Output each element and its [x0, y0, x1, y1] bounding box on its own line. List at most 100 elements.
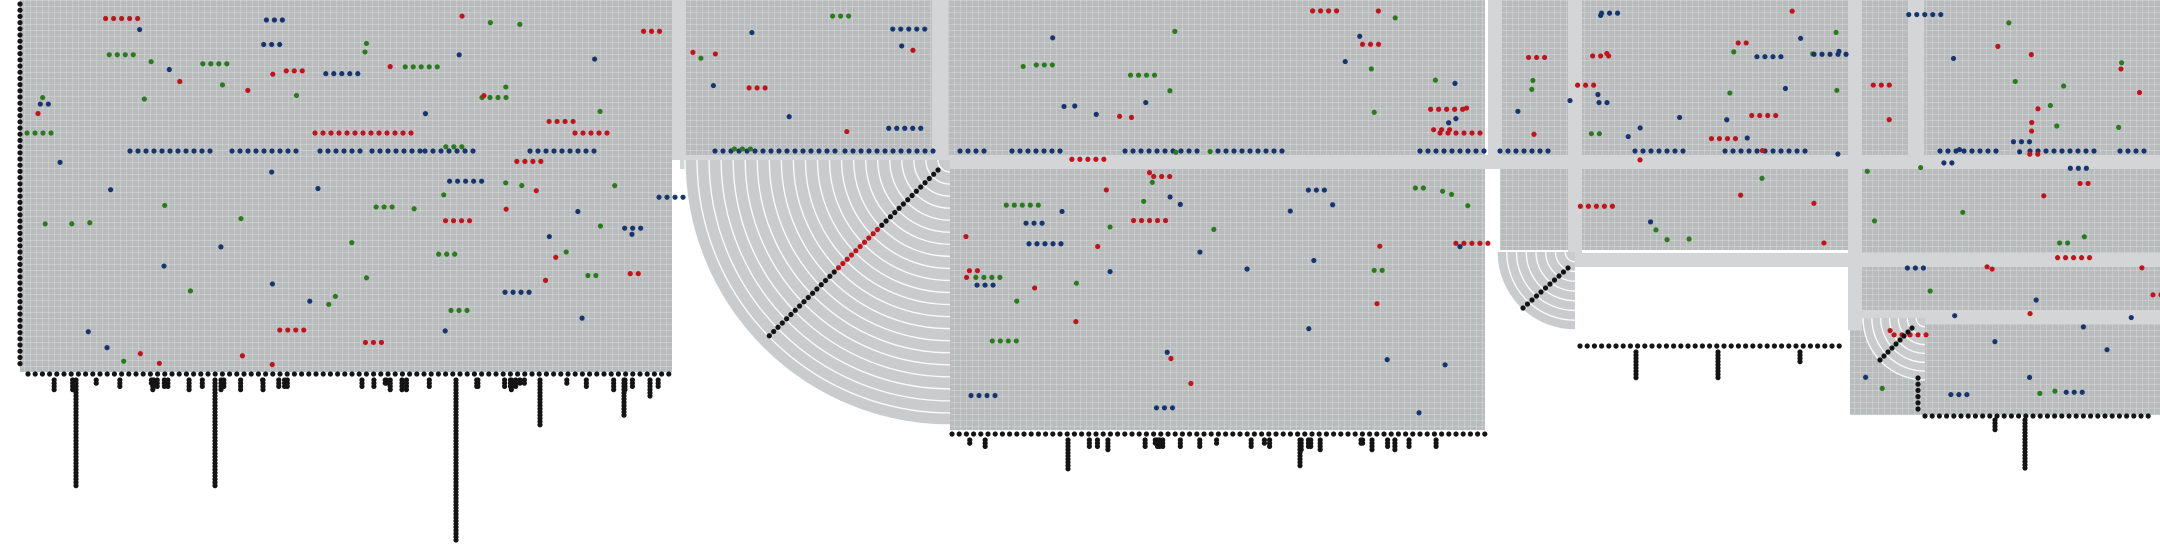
seat-green — [1927, 288, 1933, 294]
seat-red — [2085, 180, 2091, 187]
seat-green — [293, 92, 300, 99]
seat-blue — [2018, 139, 2025, 145]
seat-black — [564, 380, 570, 386]
seat-red — [293, 327, 299, 333]
seat-black — [2052, 413, 2058, 419]
arc-ring — [816, 159, 951, 294]
seat-black — [1699, 343, 1705, 349]
seat-blue — [1306, 326, 1312, 332]
seat-black — [1197, 443, 1203, 449]
seat-red — [481, 93, 487, 99]
seat-green — [349, 240, 355, 246]
seat-blue — [1920, 265, 1926, 271]
seat-blue — [559, 148, 565, 154]
seat-green — [40, 94, 46, 101]
seat-black — [17, 57, 23, 63]
seat-green — [1879, 385, 1885, 392]
seat-red — [370, 339, 377, 346]
seat-diagonal — [1877, 357, 1883, 363]
seat-black — [2008, 413, 2014, 419]
seat-red — [177, 78, 183, 85]
seat-blue — [1017, 148, 1023, 154]
seat-black — [1367, 431, 1373, 437]
seat-blue — [2075, 165, 2081, 171]
seat-blue — [1632, 148, 1638, 154]
seat-red — [459, 13, 465, 19]
arc-ring — [684, 159, 951, 426]
seat-red — [245, 87, 251, 93]
seat-blue — [341, 148, 347, 154]
seat-red — [554, 118, 560, 125]
seat-red — [2070, 255, 2077, 261]
seat-red — [277, 327, 283, 333]
seat-diagonal — [801, 299, 807, 305]
seat-black — [1915, 387, 1921, 393]
seat-diagonal — [1885, 349, 1891, 355]
seat-black — [1014, 431, 1020, 437]
arc-ring — [732, 159, 951, 378]
seat-black — [1431, 431, 1437, 437]
seat-blue — [479, 178, 485, 184]
seat-black — [471, 371, 477, 377]
seat-blue — [339, 71, 345, 77]
seat-black — [17, 212, 23, 218]
seat-blue — [1384, 357, 1390, 363]
seat-black — [221, 383, 227, 389]
seat-blue — [906, 26, 912, 32]
seat-black — [161, 383, 167, 389]
seat-red — [2118, 66, 2124, 72]
grid-block — [672, 0, 952, 155]
seat-blue — [385, 148, 391, 154]
seat-blue — [1904, 265, 1910, 271]
seat-red — [2035, 106, 2041, 112]
seat-red — [1447, 127, 1453, 133]
seat-blue — [749, 29, 755, 36]
seat-blue — [135, 148, 141, 154]
seat-black — [1086, 443, 1092, 449]
seat-black — [1829, 343, 1835, 349]
seat-red — [1989, 266, 1995, 272]
seat-red — [1085, 156, 1091, 162]
seat-green — [1011, 202, 1017, 208]
seat-red — [712, 51, 718, 57]
seat-blue — [1952, 313, 1958, 319]
seat-red — [2086, 255, 2093, 261]
seat-green — [441, 192, 447, 198]
seat-red — [1765, 112, 1771, 119]
seat-blue — [1039, 220, 1045, 226]
seat-blue — [1906, 11, 1912, 18]
seat-blue — [583, 148, 589, 154]
seat-diagonal — [922, 180, 928, 186]
seat-green — [200, 61, 206, 67]
seat-red — [362, 339, 369, 346]
seat-blue — [2026, 374, 2033, 381]
seat-black — [17, 286, 23, 292]
seat-black — [1352, 431, 1358, 437]
seat-blue — [2133, 148, 2139, 154]
seat-red — [285, 327, 291, 333]
seat-red — [1374, 301, 1380, 307]
seat-blue — [85, 329, 91, 335]
seat-blue — [784, 148, 790, 154]
seat — [408, 130, 414, 136]
seat-black — [572, 371, 578, 377]
seat-red — [283, 68, 289, 74]
seat-black — [133, 371, 139, 377]
seat-blue — [463, 178, 469, 184]
grid-block — [20, 0, 672, 372]
seat-blue — [1287, 208, 1293, 214]
seat-blue — [1263, 148, 1269, 154]
seat-red — [2027, 151, 2033, 157]
seat-black — [299, 371, 305, 377]
seat-black — [1591, 343, 1597, 349]
seat-black — [73, 483, 79, 489]
seat-red — [35, 110, 41, 117]
seat-black — [17, 131, 23, 137]
seat-blue — [990, 282, 996, 288]
seat-blue — [285, 148, 291, 154]
seat-blue — [752, 148, 758, 154]
seat-blue — [456, 52, 462, 58]
seat-blue — [349, 148, 355, 154]
seat-green — [519, 182, 525, 189]
seat-blue — [858, 148, 864, 154]
